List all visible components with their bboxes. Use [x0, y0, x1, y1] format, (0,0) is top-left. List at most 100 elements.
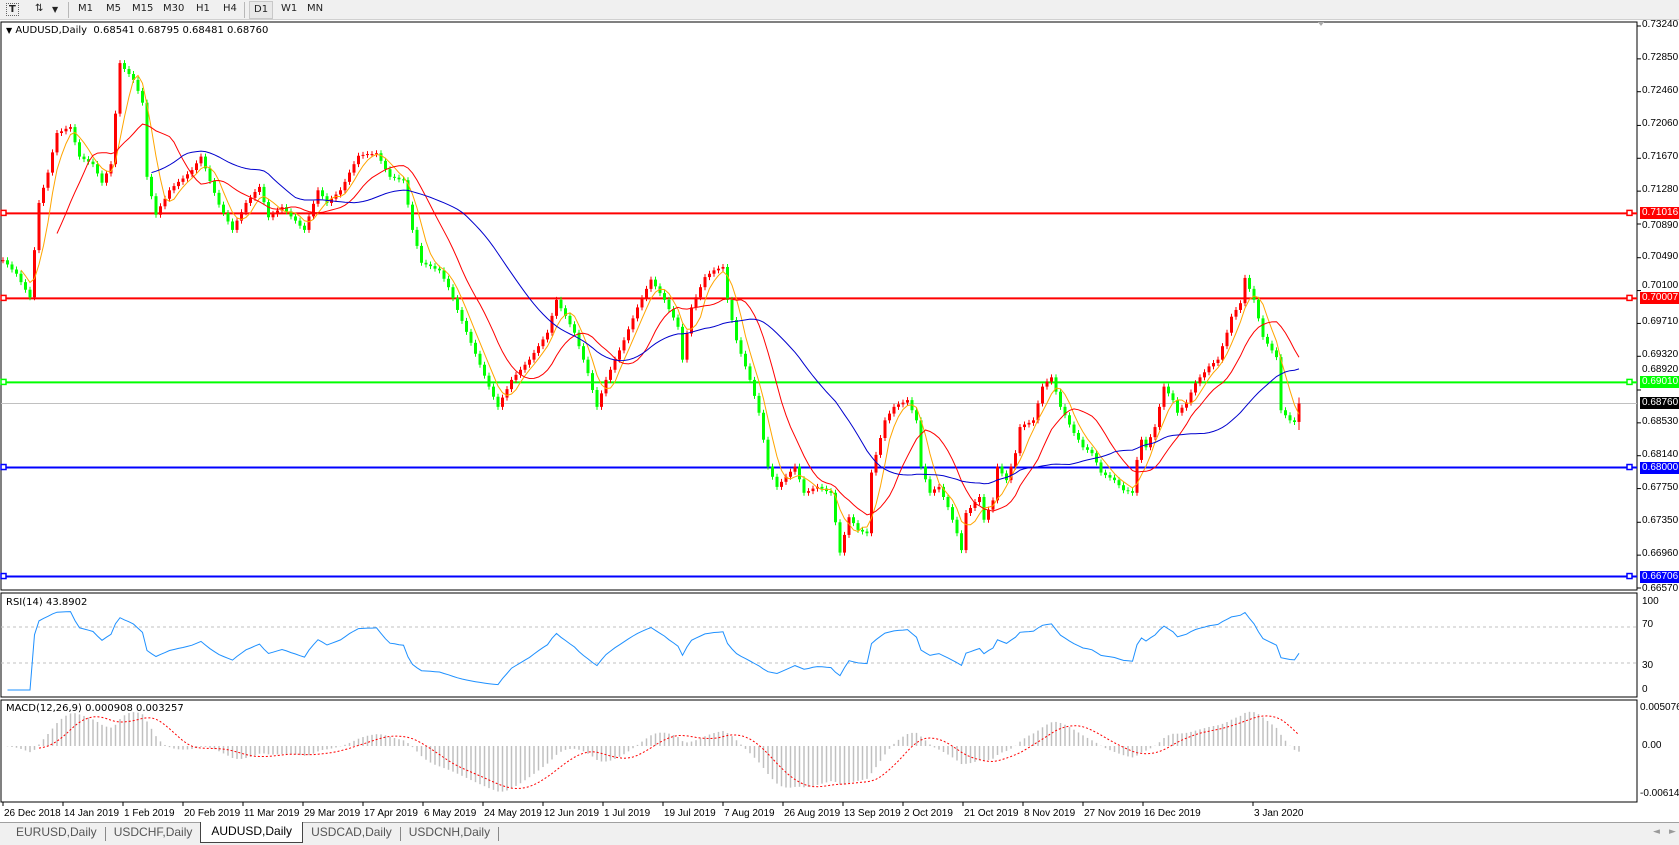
candle [1248, 274, 1251, 292]
rsi-plot [1, 611, 1637, 691]
candle-body [361, 154, 365, 156]
candle-body [118, 63, 122, 114]
candle-body [681, 326, 684, 360]
timeframe-m15[interactable]: M15 [132, 3, 154, 14]
candle [1077, 429, 1080, 443]
candle [717, 265, 720, 274]
chart-shift-marker-icon [1318, 22, 1324, 26]
candle-body [676, 317, 680, 327]
candle-body [591, 373, 594, 390]
candle-body [213, 181, 216, 193]
candle [631, 315, 635, 333]
macd-panel-frame [0, 699, 1638, 803]
candle-body [1221, 346, 1224, 360]
timeframe-m1[interactable]: M1 [78, 3, 93, 14]
candle-body [1144, 439, 1148, 448]
candle-body [375, 153, 378, 155]
candle [1293, 417, 1296, 426]
candle [1270, 340, 1274, 354]
timeframe-d1[interactable]: D1 [249, 1, 274, 19]
price-line-tag[interactable]: 0.70007 [1640, 292, 1679, 305]
candle [762, 409, 765, 443]
timeframe-h4[interactable]: H4 [223, 3, 237, 14]
timeframe-m5[interactable]: M5 [106, 3, 121, 14]
candle-body [478, 353, 482, 365]
candle-body [501, 397, 504, 407]
candle [928, 476, 932, 496]
candle-body [843, 534, 846, 553]
tab-eurusd[interactable]: EURUSD,Daily [16, 825, 97, 839]
timeframe-m30[interactable]: M30 [163, 3, 185, 14]
candle [177, 178, 180, 190]
candle [1162, 383, 1166, 410]
candle [627, 326, 630, 344]
candle [289, 208, 293, 220]
tab-usdchf[interactable]: USDCHF,Daily [113, 825, 193, 839]
line-tools-icon[interactable]: ⇅ [35, 3, 44, 14]
candle [604, 376, 608, 397]
candle [60, 128, 63, 137]
candle [739, 337, 743, 357]
candle-body [865, 531, 869, 534]
candle-body [474, 342, 477, 354]
scroll-left-icon[interactable]: ◄ [1653, 827, 1660, 837]
candle-body [1261, 318, 1265, 337]
candle [1108, 472, 1112, 481]
candle-body [258, 186, 261, 192]
tab-usdcad[interactable]: USDCAD,Daily [311, 825, 392, 839]
scroll-right-icon[interactable]: ► [1669, 827, 1676, 837]
candle [897, 401, 900, 410]
dropdown-icon[interactable]: ▼ [52, 5, 59, 14]
candle-body [1050, 377, 1053, 382]
price-line-tag[interactable]: 0.68000 [1640, 461, 1679, 474]
candle-body [735, 320, 738, 341]
candle-body [1090, 449, 1094, 454]
candle [888, 410, 891, 424]
candle [478, 350, 482, 368]
candle-body [1297, 403, 1301, 422]
candle [393, 173, 396, 181]
candle-body [694, 297, 698, 308]
price-line-tag[interactable]: 0.68760 [1640, 397, 1679, 410]
price-line-tag[interactable]: 0.69010 [1640, 376, 1679, 389]
price-axis-label: 0.67350 [1642, 515, 1679, 527]
price-line-tag[interactable]: 0.66706 [1640, 570, 1679, 583]
candle [1059, 388, 1062, 410]
tab-usdcnh[interactable]: USDCNH,Daily [408, 825, 491, 839]
candle-body [541, 339, 545, 347]
date-axis-label: 20 Feb 2019 [184, 808, 241, 819]
price-line-tag[interactable]: 0.71016 [1640, 207, 1679, 220]
candle-body [28, 289, 32, 298]
candle [861, 526, 864, 535]
candle [6, 257, 9, 268]
candle [168, 187, 171, 202]
candle-body [1288, 415, 1292, 421]
candle [1099, 459, 1103, 476]
chart-canvas[interactable] [0, 20, 1679, 822]
collapse-triangle-icon[interactable]: ▼ [6, 26, 13, 35]
candle [1257, 296, 1260, 322]
candle-body [271, 213, 275, 218]
candle [316, 187, 320, 207]
candle [550, 312, 554, 336]
candle-body [1113, 477, 1116, 481]
candle-body [784, 476, 788, 482]
tab-separator [104, 827, 106, 841]
candle [1068, 412, 1071, 428]
candle [222, 201, 225, 217]
timeframe-h1[interactable]: H1 [196, 3, 210, 14]
timeframe-mn[interactable]: MN [307, 3, 324, 14]
candle-body [496, 396, 500, 407]
macd-axis-max: 0.005076 [1640, 702, 1679, 713]
tab-audusd[interactable]: AUDUSD,Daily [200, 822, 304, 843]
price-axis-label: 0.71670 [1642, 151, 1679, 163]
candle [807, 488, 810, 496]
candle-body [762, 412, 765, 440]
candle-body [1108, 475, 1112, 478]
candle [1275, 347, 1278, 361]
candle-body [937, 486, 941, 490]
candle-body [1194, 383, 1197, 393]
timeframe-w1[interactable]: W1 [281, 3, 298, 14]
chart-window[interactable] [0, 20, 1679, 822]
text-tool-icon[interactable]: T [6, 3, 19, 16]
